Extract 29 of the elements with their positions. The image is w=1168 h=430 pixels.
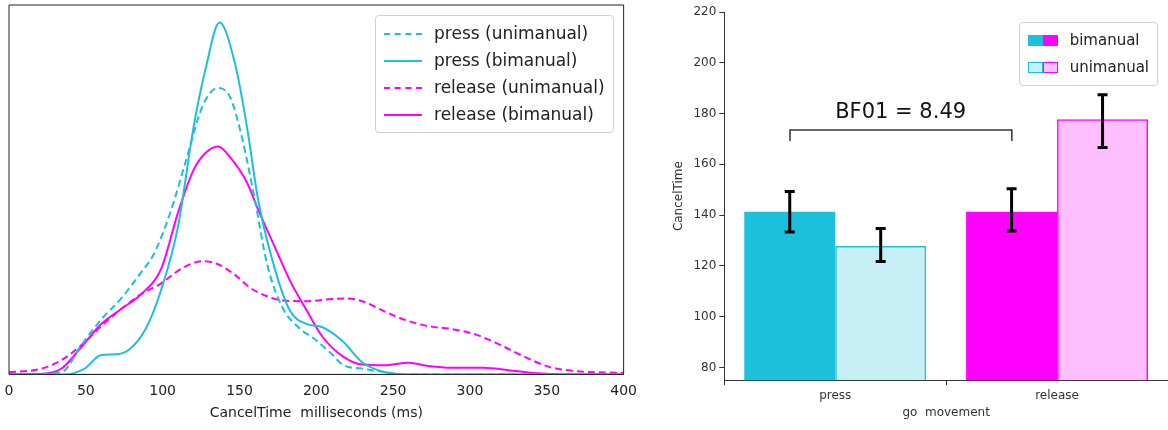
- legend-label: press (unimanual): [434, 22, 589, 45]
- y-tick-label: 80: [701, 359, 717, 374]
- legend-label: bimanual: [1069, 30, 1140, 51]
- legend-label: release (bimanual): [434, 103, 594, 126]
- x-tick-label: 300: [456, 382, 484, 399]
- x-tick-label: press: [819, 387, 852, 402]
- x-tick-label: 200: [302, 382, 330, 399]
- x-tick-label: 0: [4, 382, 14, 399]
- y-axis-title: CancelTime: [671, 161, 686, 232]
- y-tick-label: 180: [693, 105, 717, 120]
- x-axis-title: CancelTime milliseconds (ms): [209, 404, 423, 421]
- annotation: BF01 = 8.49: [835, 98, 967, 123]
- x-tick-label: 350: [533, 382, 561, 399]
- x-tick-label: 400: [610, 382, 638, 399]
- x-tick-label: release: [1035, 387, 1079, 402]
- y-tick-label: 140: [693, 207, 717, 222]
- legend-label: release (unimanual): [434, 76, 605, 99]
- y-tick-label: 120: [693, 258, 717, 273]
- legend-label: press (bimanual): [434, 49, 578, 72]
- legend-label: unimanual: [1069, 57, 1149, 78]
- x-tick-label: 150: [226, 382, 253, 399]
- x-tick-label: 250: [379, 382, 407, 399]
- y-tick-label: 200: [693, 54, 717, 69]
- x-axis-title: go movement: [902, 404, 991, 419]
- x-tick-label: 100: [149, 382, 177, 399]
- y-tick-label: 100: [693, 308, 717, 323]
- x-tick-label: 50: [76, 382, 95, 399]
- y-tick-label: 160: [693, 156, 717, 171]
- y-tick-label: 220: [693, 4, 717, 19]
